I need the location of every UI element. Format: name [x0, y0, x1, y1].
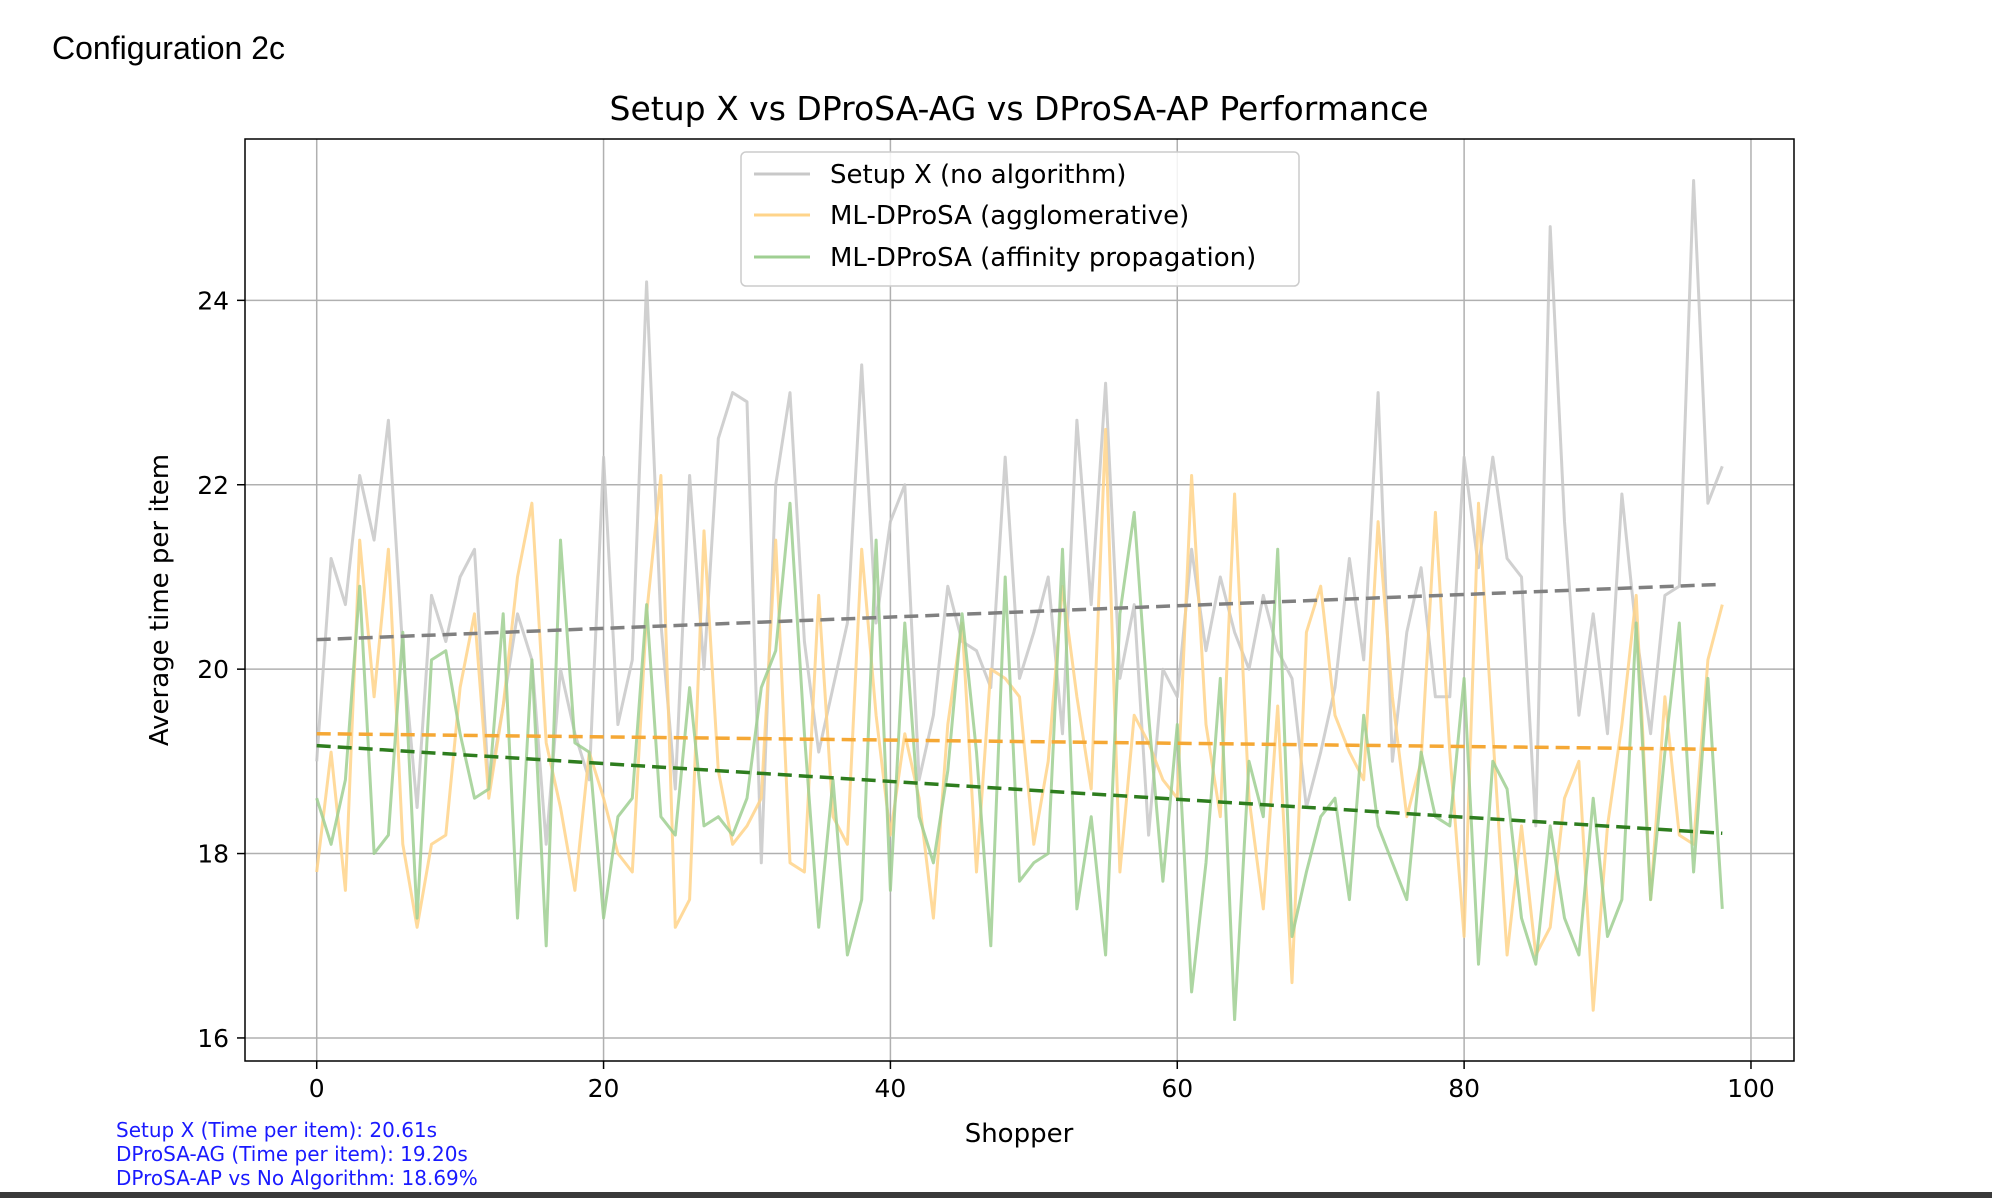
trendline-affinity — [316, 743, 1723, 836]
tick-layer: 0 20 40 60 80 100 16 18 20 22 24 — [197, 286, 1775, 1103]
legend: Setup X (no algorithm) ML-DProSA (agglom… — [740, 151, 1300, 287]
x-tick-label: 80 — [1448, 1074, 1480, 1103]
legend-box — [740, 151, 1300, 287]
series-line-affinity — [315, 501, 1724, 1021]
x-tick-label: 40 — [875, 1074, 907, 1103]
legend-entry-affinity: ML-DProSA (affinity propagation) — [830, 243, 1256, 273]
stat-setup-x: Setup X (Time per item): 20.61s — [116, 1118, 438, 1142]
trendline-setup-x — [316, 582, 1723, 642]
stat-dprosa-ap: DProSA-AP vs No Algorithm: 18.69% — [116, 1166, 478, 1190]
series-layer — [315, 179, 1724, 1021]
legend-entry-agglomerative: ML-DProSA (agglomerative) — [830, 201, 1189, 231]
y-axis-label: Average time per item — [145, 454, 175, 746]
stats-annotation: Setup X (Time per item): 20.61s DProSA-A… — [116, 1118, 478, 1190]
series-line-agglomerative — [315, 427, 1724, 1012]
y-tick-label: 22 — [197, 471, 229, 500]
x-tick-label: 100 — [1727, 1074, 1775, 1103]
legend-entry-setup-x: Setup X (no algorithm) — [830, 160, 1126, 190]
trendline-layer — [316, 582, 1723, 836]
plot-frame — [244, 138, 1795, 1062]
x-tick-label: 60 — [1161, 1074, 1193, 1103]
x-tick-label: 0 — [309, 1074, 325, 1103]
y-tick-label: 20 — [197, 655, 229, 684]
y-tick-label: 24 — [197, 286, 229, 315]
configuration-label: Configuration 2c — [52, 30, 286, 66]
chart-title: Setup X vs DProSA-AG vs DProSA-AP Perfor… — [610, 89, 1429, 128]
trendline-agglomerative — [316, 731, 1723, 752]
x-tick-label: 20 — [588, 1074, 620, 1103]
x-axis-label: Shopper — [965, 1119, 1074, 1149]
bottom-border — [0, 1192, 1992, 1198]
y-tick-label: 16 — [197, 1024, 229, 1053]
grid-layer — [245, 139, 1794, 1061]
stat-dprosa-ag: DProSA-AG (Time per item): 19.20s — [116, 1142, 468, 1166]
y-tick-label: 18 — [197, 840, 229, 869]
